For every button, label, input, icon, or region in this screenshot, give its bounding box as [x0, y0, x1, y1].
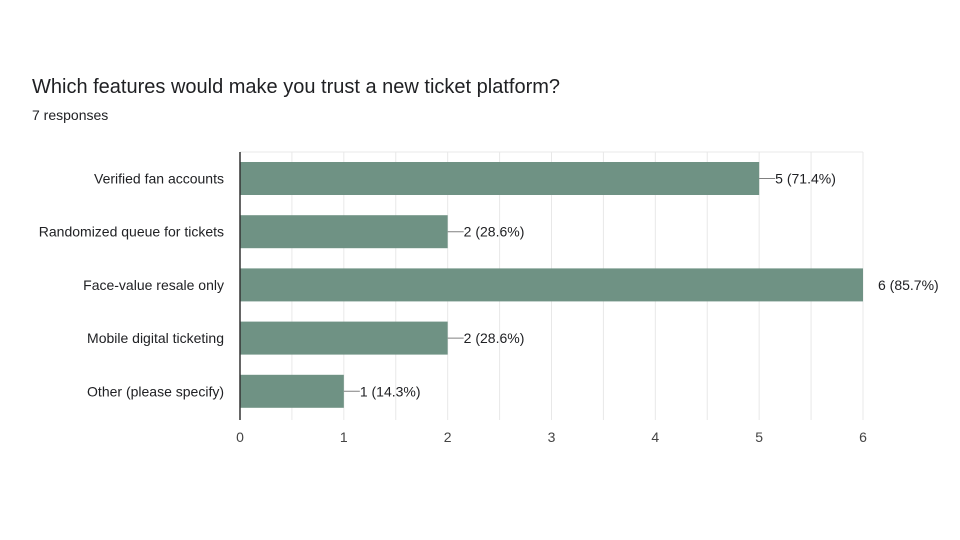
bar [240, 321, 448, 355]
question-title: Which features would make you trust a ne… [32, 76, 561, 98]
bar [240, 268, 863, 302]
data-label: 2 (28.6%) [464, 330, 525, 346]
category-label: Verified fan accounts [94, 171, 224, 187]
bar [240, 162, 760, 195]
data-label: 5 (71.4%) [775, 171, 836, 187]
x-tick-label: 6 [859, 429, 867, 445]
x-tick-label: 0 [236, 429, 244, 445]
category-label: Randomized queue for tickets [39, 224, 224, 240]
x-tick-label: 3 [548, 429, 556, 445]
x-tick-label: 2 [444, 429, 452, 445]
bar [240, 374, 344, 408]
x-tick-label: 4 [651, 429, 659, 445]
data-label: 1 (14.3%) [360, 383, 421, 399]
category-label: Face-value resale only [83, 277, 224, 293]
x-tick-label: 1 [340, 429, 348, 445]
data-label: 2 (28.6%) [464, 224, 525, 240]
bars [240, 162, 863, 408]
category-label: Mobile digital ticketing [87, 330, 224, 346]
category-label: Other (please specify) [87, 383, 224, 399]
labels: Verified fan accounts 5 (71.4%) Randomized… [39, 171, 939, 400]
axes: 0 1 2 3 4 5 6 [236, 152, 867, 445]
data-label: 6 (85.7%) [878, 277, 939, 293]
bar [240, 215, 448, 249]
x-tick-label: 5 [755, 429, 763, 445]
response-count: 7 responses [32, 107, 109, 123]
